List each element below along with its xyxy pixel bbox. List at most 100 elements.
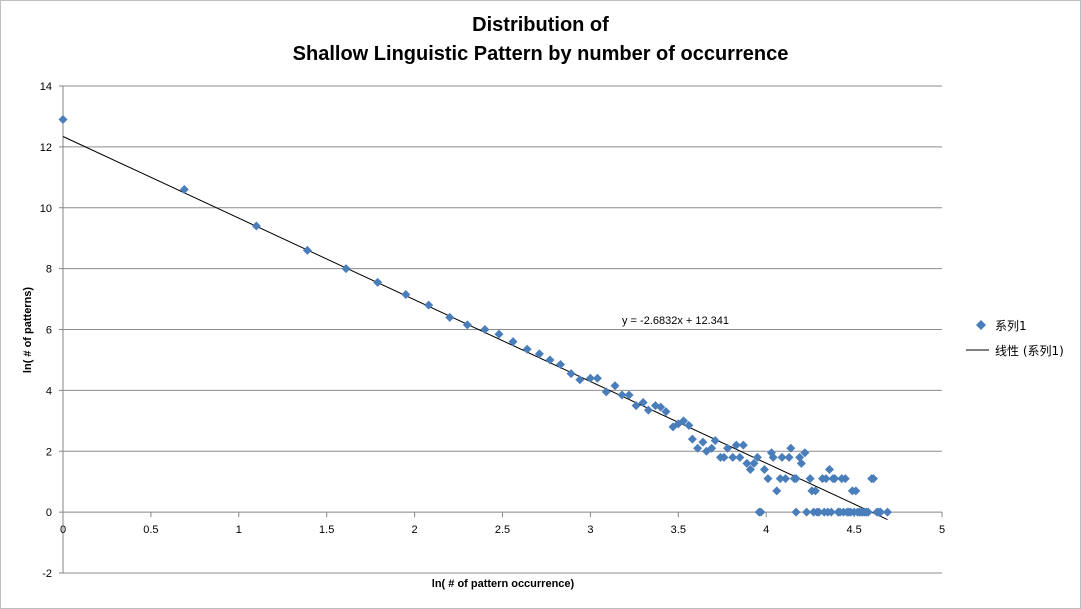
- trendline: [62, 136, 888, 520]
- data-point: [802, 507, 812, 517]
- data-point: [784, 452, 794, 462]
- x-tick-label: 1: [236, 524, 242, 536]
- trendline-group: [62, 136, 888, 520]
- data-point: [445, 312, 455, 322]
- x-tick-label: 4: [763, 524, 769, 536]
- data-point: [494, 329, 504, 339]
- data-point: [534, 349, 544, 359]
- data-point: [777, 452, 787, 462]
- y-tick-label: 12: [40, 142, 52, 154]
- data-point: [805, 474, 815, 484]
- data-point: [566, 369, 576, 379]
- y-tick-label: 14: [40, 81, 52, 93]
- legend-marker-series1: [976, 320, 986, 330]
- x-tick-label: 2.5: [495, 524, 510, 536]
- data-point: [883, 507, 893, 517]
- data-point: [738, 440, 748, 450]
- data-point: [617, 390, 627, 400]
- data-point: [830, 474, 840, 484]
- legend-label-series1: 系列1: [995, 319, 1027, 333]
- data-point: [791, 507, 801, 517]
- data-point: [810, 486, 820, 496]
- data-point: [373, 277, 383, 287]
- data-point: [687, 434, 697, 444]
- data-point: [759, 465, 769, 475]
- y-tick-label: 4: [46, 385, 52, 397]
- data-point: [745, 465, 755, 475]
- data-point: [631, 401, 641, 411]
- data-point: [821, 474, 831, 484]
- data-point: [868, 474, 878, 484]
- x-tick-labels: 0 0.5 1 1.5 2 2.5 3 3.5 4 4.5 5: [60, 524, 945, 536]
- data-point: [814, 507, 824, 517]
- data-point: [823, 507, 833, 517]
- data-point: [58, 114, 68, 124]
- data-point: [638, 398, 648, 408]
- data-point: [772, 486, 782, 496]
- data-point: [851, 486, 861, 496]
- data-point: [863, 507, 873, 517]
- data-point: [508, 337, 518, 347]
- data-point: [251, 221, 261, 231]
- data-point: [462, 320, 472, 330]
- trendline-equation: y = -2.6832x + 12.341: [622, 315, 729, 327]
- x-tick-label: 3.5: [671, 524, 686, 536]
- x-axis-label: ln( # of pattern occurrence): [432, 578, 575, 590]
- y-tick-labels: -2 0 2 4 6 8 10 12 14: [40, 81, 52, 580]
- gridlines: [63, 85, 942, 574]
- data-point: [728, 452, 738, 462]
- x-tick-label: 3: [587, 524, 593, 536]
- data-point: [719, 452, 729, 462]
- x-tick-label: 1.5: [319, 524, 334, 536]
- data-point: [763, 474, 773, 484]
- data-point: [775, 474, 785, 484]
- legend-label-trendline: 线性 (系列1): [995, 344, 1064, 358]
- data-point: [179, 184, 189, 194]
- data-point: [693, 443, 703, 453]
- data-point: [833, 507, 843, 517]
- chart-title-line2: Shallow Linguistic Pattern by number of …: [292, 43, 789, 65]
- data-point: [575, 375, 585, 385]
- data-point: [302, 245, 312, 255]
- data-point: [341, 264, 351, 274]
- x-tick-label: 2: [412, 524, 418, 536]
- x-tick-label: 5: [939, 524, 945, 536]
- data-point: [723, 443, 733, 453]
- data-point: [679, 416, 689, 426]
- data-point: [424, 300, 434, 310]
- data-point: [875, 507, 885, 517]
- data-point: [800, 448, 810, 458]
- data-point: [735, 452, 745, 462]
- y-tick-label: -2: [42, 568, 52, 580]
- data-point: [824, 465, 834, 475]
- data-point: [752, 452, 762, 462]
- data-point: [684, 420, 694, 430]
- data-point: [768, 452, 778, 462]
- data-point: [698, 437, 708, 447]
- x-tick-label: 0.5: [143, 524, 158, 536]
- data-point: [749, 458, 759, 468]
- data-point: [592, 373, 602, 383]
- data-point: [556, 360, 566, 370]
- data-point: [661, 407, 671, 417]
- y-axis-label: ln( # of patterns): [22, 287, 34, 374]
- data-point: [842, 507, 852, 517]
- data-point: [656, 402, 666, 412]
- data-point: [610, 381, 620, 391]
- data-point: [809, 507, 819, 517]
- data-point: [742, 458, 752, 468]
- data-point: [781, 474, 791, 484]
- x-tick-label: 4.5: [846, 524, 861, 536]
- y-tick-label: 2: [46, 446, 52, 458]
- data-point: [585, 373, 595, 383]
- data-point: [786, 443, 796, 453]
- x-tick-label: 0: [60, 524, 66, 536]
- data-point: [796, 458, 806, 468]
- chart-title-line1: Distribution of: [472, 14, 609, 36]
- data-point: [731, 440, 741, 450]
- y-tick-label: 8: [46, 264, 52, 276]
- data-point: [707, 443, 717, 453]
- data-point: [480, 325, 490, 334]
